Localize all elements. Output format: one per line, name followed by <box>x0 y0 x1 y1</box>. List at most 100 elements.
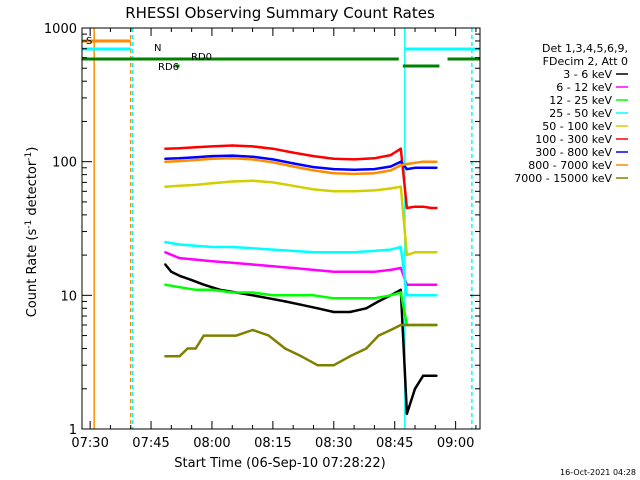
y-tick-label-0: 1 <box>69 423 77 438</box>
series-6-point-10 <box>352 168 356 171</box>
series-1-point-1 <box>178 256 181 260</box>
series-1-point-4 <box>231 261 234 264</box>
series-1-point-5 <box>251 263 254 266</box>
series-5-point-0 <box>164 147 167 150</box>
series-6-point-3 <box>210 154 214 158</box>
series-1-point-7 <box>292 266 295 270</box>
legend-label-7: 800 - 7000 keV <box>528 159 612 172</box>
y-tick-label-2: 100 <box>52 156 77 171</box>
series-3-point-9 <box>332 251 335 254</box>
series-0-point-2 <box>178 274 181 277</box>
series-0-point-12 <box>332 310 335 314</box>
series-3-point-11 <box>373 249 376 253</box>
series-2-point-4 <box>231 291 234 294</box>
series-4-point-4 <box>231 180 234 183</box>
decimation-label-rd6: RD6 <box>158 62 179 73</box>
series-5-point-6 <box>271 147 275 150</box>
series-7-point-13 <box>399 164 402 167</box>
series-3-point-13 <box>399 245 402 249</box>
y-tick-label-3: 1000 <box>44 22 77 37</box>
series-6-point-4 <box>231 154 234 157</box>
series-4-point-16 <box>421 251 425 254</box>
series-2-point-3 <box>210 288 214 291</box>
series-0-point-15 <box>377 300 380 303</box>
series-3-point-3 <box>210 245 214 249</box>
series-0-point-7 <box>251 294 254 297</box>
series-0-point-0 <box>164 263 167 266</box>
series-0-point-1 <box>170 270 173 273</box>
series-3-point-7 <box>292 249 295 253</box>
series-6-point-8 <box>312 165 315 169</box>
series-4-point-2 <box>194 183 197 187</box>
series-1-point-13 <box>399 266 402 270</box>
series-8-point-14 <box>332 364 335 367</box>
series-7-point-17 <box>430 160 433 163</box>
legend-label-3: 25 - 50 keV <box>549 107 612 120</box>
series-6-point-17 <box>430 166 433 169</box>
series-5-point-13 <box>399 147 402 150</box>
series-2-point-8 <box>312 294 315 297</box>
y-axis: 1 10 100 1000 <box>44 22 480 438</box>
series-4-point-12 <box>389 187 392 190</box>
series-4-point-0 <box>164 185 167 188</box>
series-8-point-7 <box>222 334 226 337</box>
series-5-point-2 <box>194 146 197 149</box>
series-4-point-10 <box>352 190 356 193</box>
series-5-point-16 <box>421 205 425 208</box>
y-axis-label-part1: Count Rate (s <box>25 229 40 318</box>
series-5-point-11 <box>373 157 376 160</box>
series-4-point-9 <box>332 190 335 193</box>
series-6-point-0 <box>164 157 167 160</box>
series-1-point-11 <box>373 270 376 273</box>
legend: Det 1,3,4,5,6,9,FDecim 2, Att 03 - 6 keV… <box>514 42 628 185</box>
series-1-point-9 <box>332 270 335 273</box>
series-5-point-15 <box>413 205 417 208</box>
series-3-point-12 <box>389 248 392 251</box>
series-4-point-7 <box>292 184 295 187</box>
series-5-point-1 <box>178 147 181 150</box>
series-8-point-11 <box>283 347 287 350</box>
series-2-point-9 <box>332 297 335 300</box>
series-0-point-3 <box>190 278 193 282</box>
series-5-point-8 <box>312 154 315 158</box>
series-8-point-13 <box>316 364 319 367</box>
series-0-point-8 <box>267 297 270 300</box>
series-3-point-16 <box>421 294 425 297</box>
series-8-point-5 <box>202 334 205 337</box>
series-3-point-10 <box>352 251 356 254</box>
series-5-point-12 <box>389 153 392 157</box>
series-7-point-3 <box>210 157 214 160</box>
series-8-point-12 <box>300 355 303 358</box>
series-5-point-14 <box>405 206 409 210</box>
legend-header-1: FDecim 2, Att 0 <box>543 55 628 68</box>
x-axis-label: Start Time (06-Sep-10 07:28:22) <box>174 456 385 471</box>
series-2-point-5 <box>251 291 254 294</box>
x-tick-label-3: 08:15 <box>254 436 291 451</box>
series-6-point-6 <box>271 158 275 161</box>
series-1-point-3 <box>210 260 214 263</box>
series-0-point-11 <box>316 307 319 310</box>
series-0-point-18 <box>405 412 409 415</box>
series-7-point-14 <box>405 162 409 166</box>
night-label: N <box>154 43 161 54</box>
series-6-point-2 <box>194 156 197 159</box>
x-tick-label-2: 08:00 <box>193 436 230 451</box>
y-tick-label-1: 10 <box>60 289 77 304</box>
series-3-point-14 <box>405 294 409 297</box>
legend-label-1: 6 - 12 keV <box>556 81 612 94</box>
series-4-point-15 <box>413 251 417 254</box>
series-6-point-13 <box>399 160 402 163</box>
series-7-point-11 <box>373 172 376 175</box>
series-2-point-10 <box>352 297 356 300</box>
series-8-point-0 <box>164 355 167 358</box>
series-8-point-15 <box>348 355 352 358</box>
series-6-point-11 <box>373 167 376 171</box>
series-5-point-18 <box>435 206 438 210</box>
series-4-point-6 <box>271 181 275 184</box>
series-2-point-1 <box>178 286 181 289</box>
series-3-point-2 <box>194 244 197 247</box>
series-8-point-3 <box>186 347 189 350</box>
series-8-point-1 <box>170 355 173 358</box>
series-7-point-12 <box>389 169 392 172</box>
